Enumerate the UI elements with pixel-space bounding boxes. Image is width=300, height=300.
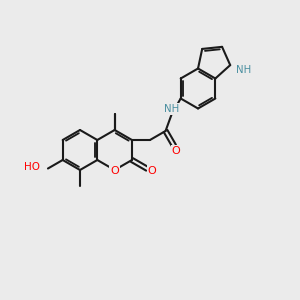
Text: NH: NH: [236, 65, 251, 75]
Text: O: O: [110, 166, 119, 176]
Text: NH: NH: [164, 104, 179, 114]
Text: O: O: [148, 166, 157, 176]
Text: HO: HO: [24, 163, 40, 172]
Text: O: O: [172, 146, 180, 156]
